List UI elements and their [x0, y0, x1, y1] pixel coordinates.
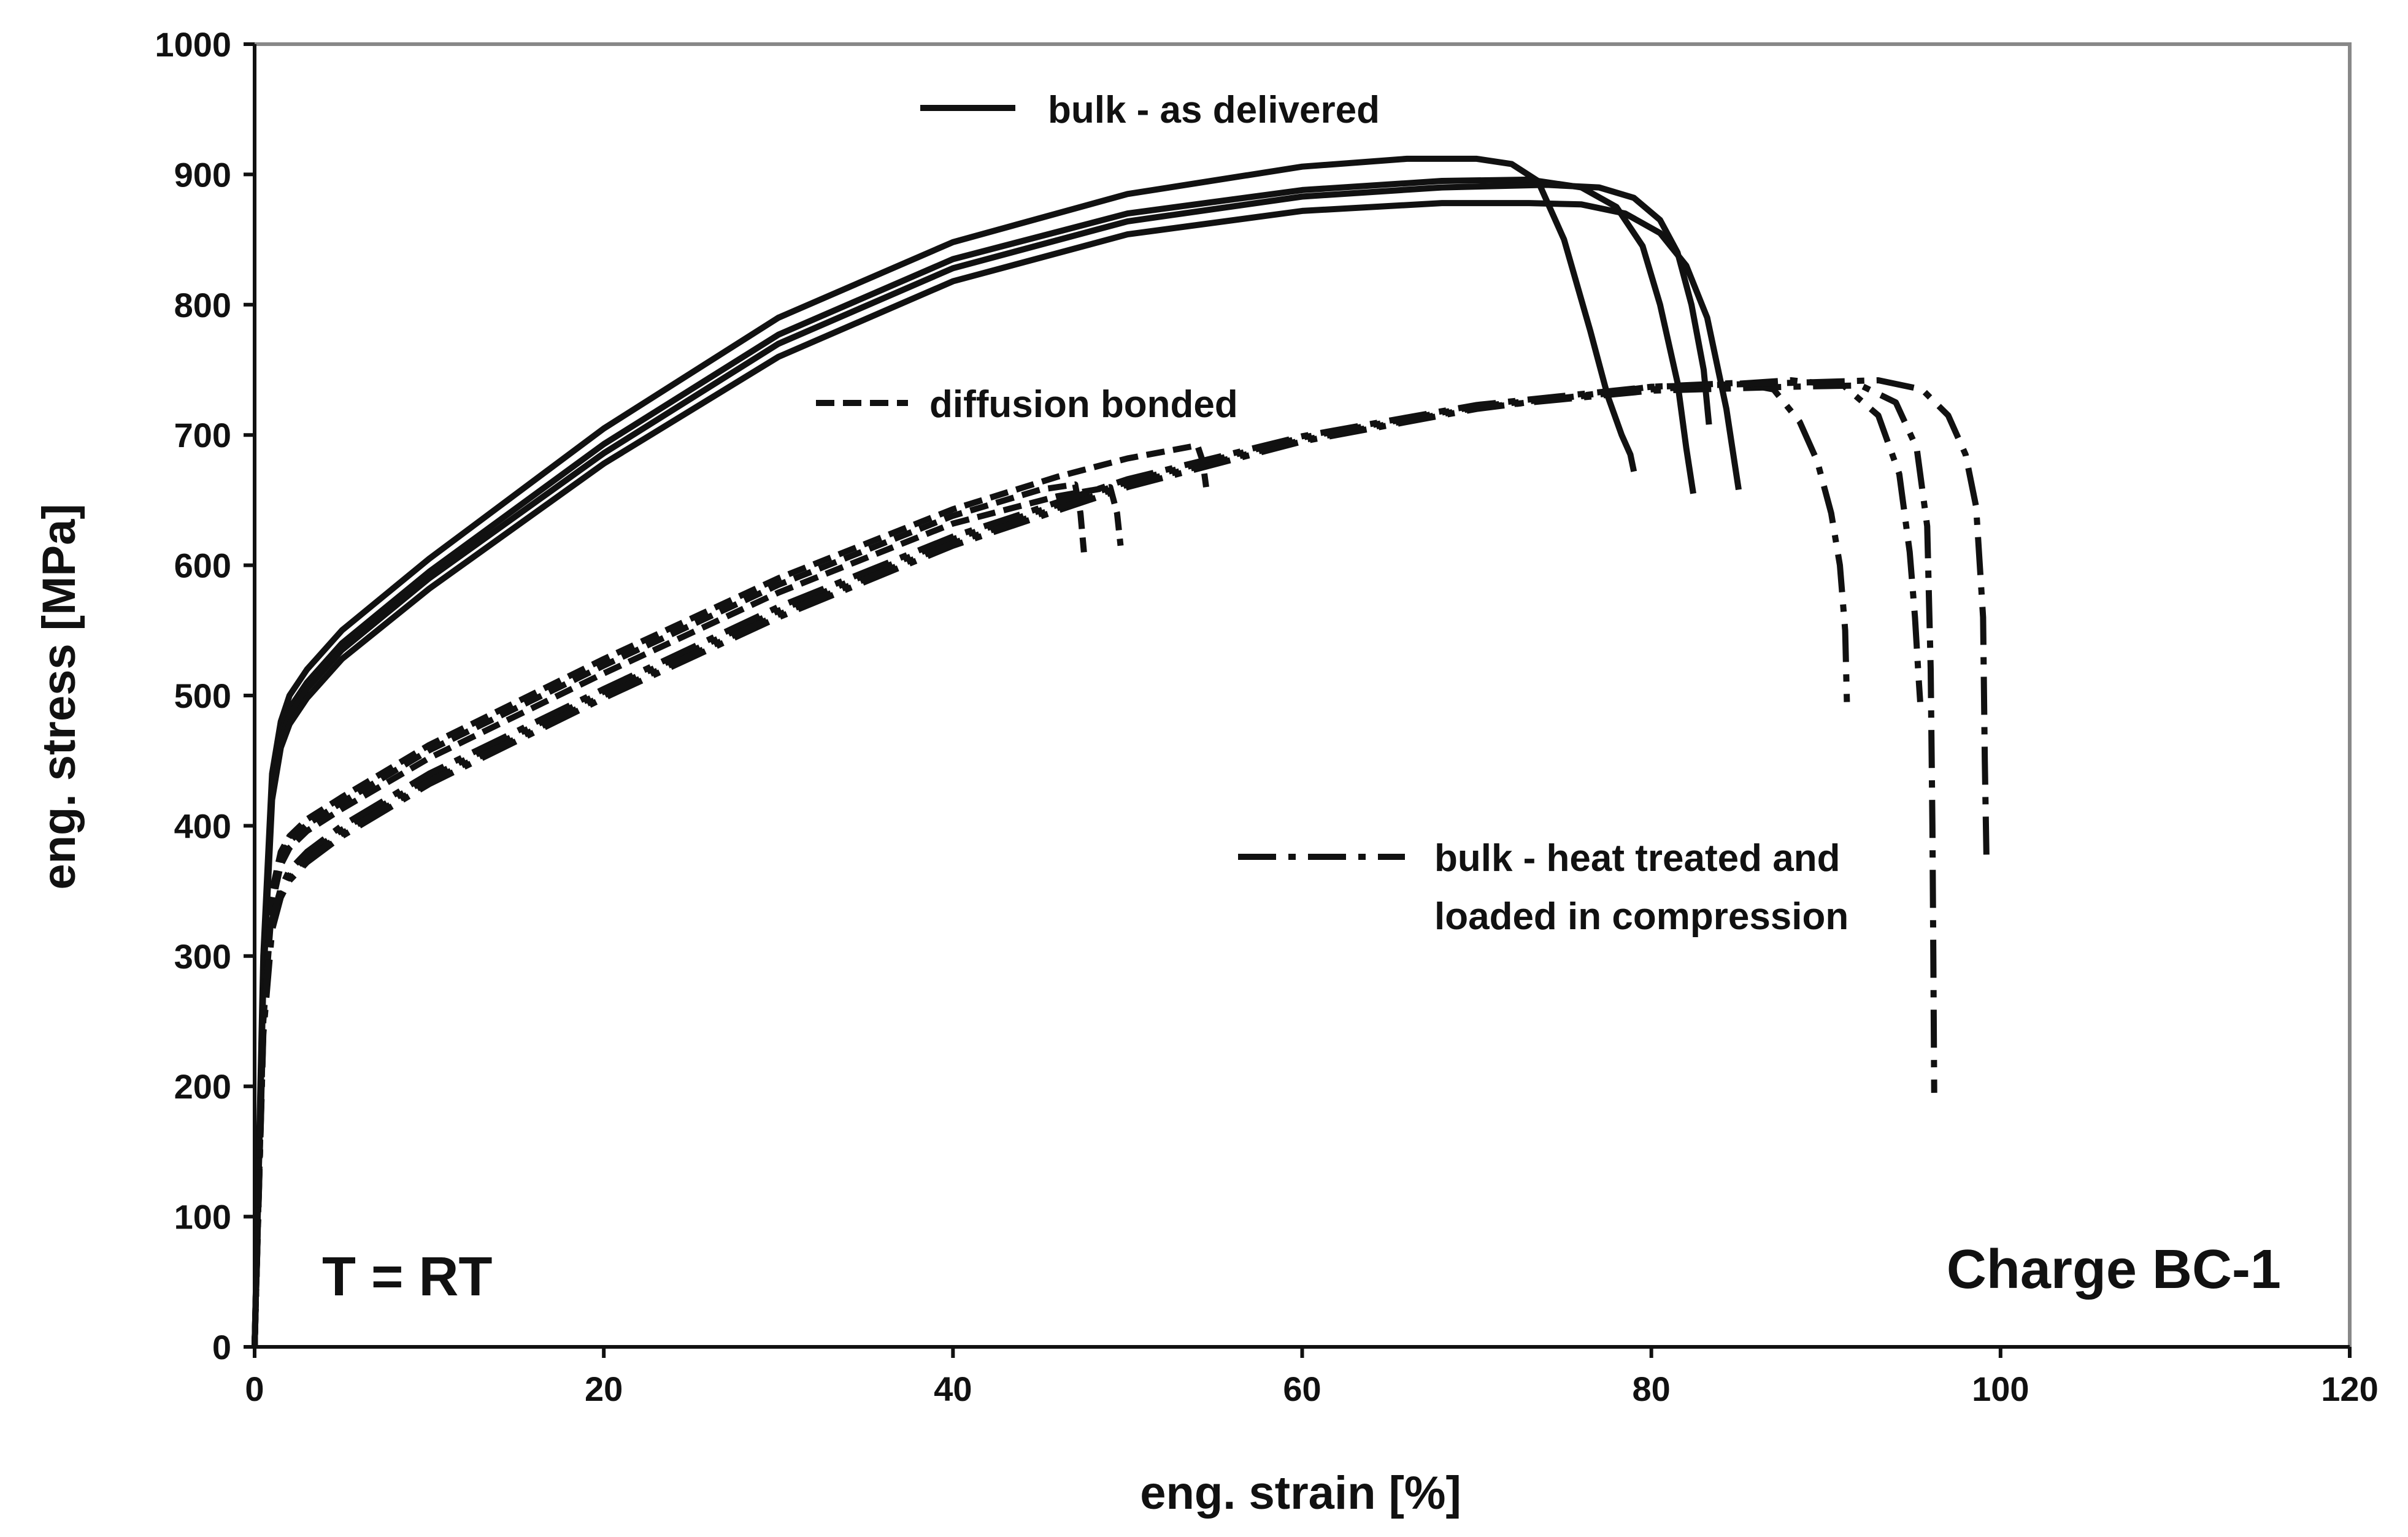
x-tick-label: 0	[245, 1370, 264, 1408]
x-tick-label: 100	[1972, 1370, 2029, 1408]
legend-label-dashdot-line2: loaded in compression	[1434, 895, 1848, 938]
y-tick-label: 300	[174, 937, 231, 976]
legend: bulk - as delivered diffusion bonded bul…	[816, 89, 1848, 938]
y-tick-label: 100	[174, 1198, 231, 1236]
y-tick-label: 400	[174, 807, 231, 845]
x-axis-label: eng. strain [%]	[1140, 1467, 1461, 1519]
legend-label-dashed: diffusion bonded	[929, 383, 1238, 426]
x-tick-label: 60	[1283, 1370, 1321, 1408]
y-tick-label: 600	[174, 546, 231, 585]
y-axis-label: eng. stress [MPa]	[33, 504, 85, 889]
curve-dashed	[252, 484, 1124, 1347]
curve-dashed	[252, 442, 1209, 1347]
curve-dash-dot	[252, 377, 1990, 1347]
y-tick-label: 1000	[155, 25, 231, 64]
curves	[252, 155, 1990, 1347]
x-tick-label: 40	[934, 1370, 972, 1408]
axis-ticks: 0 20 40 60 80 100 120 0 100 200 300 400 500 600 700 800…	[155, 25, 2378, 1408]
x-tick-label: 20	[585, 1370, 623, 1408]
curve-dash-dot	[252, 382, 1937, 1347]
y-tick-label: 700	[174, 416, 231, 454]
x-tick-label: 120	[2321, 1370, 2378, 1408]
curve-solid	[252, 155, 1637, 1347]
y-tick-label: 200	[174, 1067, 231, 1106]
legend-label-solid: bulk - as delivered	[1048, 89, 1380, 131]
temperature-annotation: T = RT	[322, 1246, 493, 1308]
charge-annotation: Charge BC-1	[1947, 1239, 2281, 1300]
y-tick-label: 0	[212, 1328, 231, 1366]
y-tick-label: 900	[174, 155, 231, 194]
x-tick-label: 80	[1633, 1370, 1671, 1408]
y-tick-label: 500	[174, 677, 231, 715]
y-tick-label: 800	[174, 286, 231, 324]
curve-solid	[252, 200, 1742, 1347]
legend-label-dashdot-line1: bulk - heat treated and	[1434, 837, 1840, 880]
curve-solid	[252, 182, 1712, 1347]
plot-frame	[253, 42, 2352, 1349]
